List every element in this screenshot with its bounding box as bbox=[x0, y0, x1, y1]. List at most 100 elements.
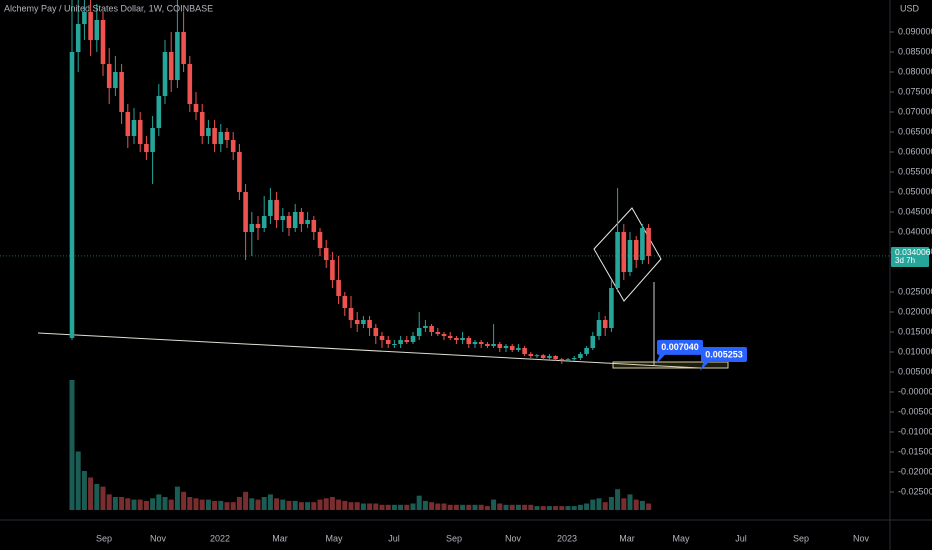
volume-bar bbox=[267, 494, 273, 510]
candle-body bbox=[193, 104, 199, 112]
candle-body bbox=[478, 342, 484, 344]
candle-body bbox=[491, 344, 496, 346]
volume-bar bbox=[224, 502, 230, 510]
diamond-pattern bbox=[593, 207, 662, 302]
volume-bar bbox=[590, 499, 596, 510]
y-tick-label: 0.070000 bbox=[898, 106, 932, 116]
volume-bar bbox=[484, 506, 490, 510]
volume-bar bbox=[497, 503, 503, 510]
volume-bar bbox=[162, 497, 168, 510]
currency: USD bbox=[900, 3, 920, 13]
candle-body bbox=[218, 132, 224, 144]
candle-body bbox=[553, 356, 558, 360]
x-tick-label: Jul bbox=[735, 533, 747, 543]
candle-body bbox=[435, 332, 441, 334]
candle-body bbox=[181, 32, 186, 64]
candle-body bbox=[187, 64, 193, 104]
volume-bar bbox=[422, 500, 428, 510]
candle-body bbox=[559, 359, 565, 361]
candle-body bbox=[379, 336, 385, 340]
candle-body bbox=[646, 228, 651, 256]
y-tick-label: 0.005000 bbox=[898, 366, 932, 376]
candle-body bbox=[404, 340, 410, 342]
volume-bar bbox=[559, 506, 565, 510]
candle-body bbox=[305, 220, 310, 224]
candle-body bbox=[615, 232, 620, 288]
y-tick-label: 0.015000 bbox=[898, 326, 932, 336]
volume-bar bbox=[112, 497, 118, 510]
candle-body bbox=[633, 240, 639, 260]
volume-bar bbox=[274, 498, 280, 510]
candle-body bbox=[82, 12, 87, 24]
volume-bar bbox=[410, 503, 416, 510]
volume-bar bbox=[608, 497, 614, 510]
volume-bar bbox=[205, 499, 211, 510]
volume-bar bbox=[621, 498, 627, 510]
candle-body bbox=[571, 358, 577, 360]
volume-bar bbox=[199, 499, 205, 510]
candle-body bbox=[330, 260, 335, 280]
symbol-title: Alchemy Pay / United States Dollar, 1W, … bbox=[4, 3, 213, 13]
candle-body bbox=[144, 144, 149, 152]
volume-bar bbox=[447, 504, 453, 510]
volume-bar bbox=[75, 451, 81, 510]
candle-body bbox=[503, 346, 509, 348]
candle-body bbox=[392, 344, 397, 345]
volume-bar bbox=[100, 486, 106, 510]
volume-bar bbox=[615, 489, 621, 510]
volume-bar bbox=[342, 500, 348, 510]
target-zone bbox=[612, 361, 729, 369]
x-tick-label: 2022 bbox=[210, 533, 230, 543]
volume-bar bbox=[466, 504, 472, 510]
candle-body bbox=[516, 348, 521, 350]
volume-bar bbox=[323, 498, 329, 510]
candle-body bbox=[88, 12, 93, 40]
volume-bar bbox=[329, 497, 335, 510]
candle-body bbox=[150, 128, 155, 152]
candle-body bbox=[441, 334, 447, 336]
y-tick-label: 0.010000 bbox=[898, 346, 932, 356]
volume-bar bbox=[553, 506, 559, 510]
volume-bar bbox=[181, 491, 187, 510]
x-tick-label: Mar bbox=[272, 533, 288, 543]
candle-body bbox=[609, 288, 614, 328]
volume-bar bbox=[156, 494, 162, 510]
candle-body bbox=[255, 224, 261, 228]
volume-bar bbox=[373, 503, 379, 510]
candle-body bbox=[69, 52, 75, 338]
x-tick-label: 2023 bbox=[557, 533, 577, 543]
y-tick-label: -0.005000 bbox=[898, 406, 932, 416]
volume-bar bbox=[360, 503, 366, 510]
volume-bar bbox=[596, 498, 602, 510]
volume-bar bbox=[311, 502, 317, 510]
volume-bar bbox=[168, 499, 174, 510]
candle-body bbox=[398, 340, 403, 344]
callout-pointer bbox=[656, 353, 666, 364]
candle-body bbox=[590, 336, 596, 348]
volume-bar bbox=[571, 506, 577, 510]
candle-body bbox=[367, 320, 372, 328]
candle-body bbox=[311, 220, 317, 232]
volume-bar bbox=[317, 499, 323, 510]
candle-body bbox=[547, 356, 552, 358]
candle-body bbox=[249, 224, 255, 232]
candle-body bbox=[373, 328, 379, 336]
volume-bar bbox=[212, 500, 218, 510]
volume-bar bbox=[639, 500, 645, 510]
candle-body bbox=[336, 280, 341, 296]
volume-bar bbox=[249, 498, 255, 510]
candle-body bbox=[540, 355, 546, 358]
volume-bar bbox=[218, 500, 224, 510]
x-tick-label: May bbox=[672, 533, 690, 543]
volume-bar bbox=[261, 497, 267, 510]
volume-bar bbox=[243, 491, 249, 510]
x-tick-label: Jul bbox=[388, 533, 400, 543]
candle-body bbox=[460, 338, 465, 340]
candle-body bbox=[522, 348, 527, 354]
candle-body bbox=[230, 140, 236, 152]
candle-body bbox=[410, 336, 416, 342]
callout-pointer bbox=[700, 360, 710, 371]
candle-body bbox=[168, 52, 174, 80]
volume-bar bbox=[236, 497, 242, 510]
